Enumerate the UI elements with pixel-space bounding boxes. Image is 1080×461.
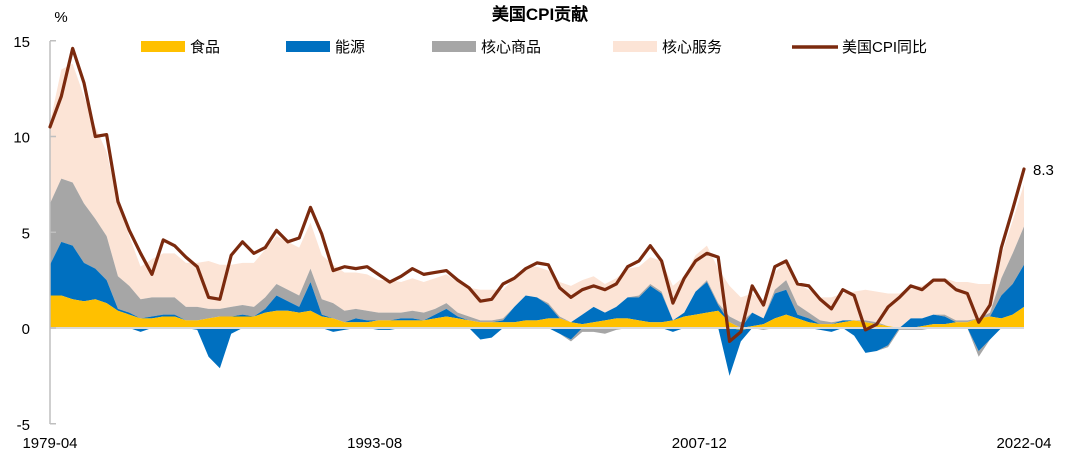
- cpi-yoy-line: [48, 46, 1026, 344]
- area-core-services-positive: [50, 63, 1024, 328]
- legend-label-energy: 能源: [335, 39, 365, 56]
- legend-swatch-energy: [286, 41, 330, 52]
- stacked-area-positive: [50, 63, 1024, 328]
- area-core-goods-positive: [50, 178, 1024, 328]
- latest-value-annotation: 8.3: [1033, 162, 1054, 179]
- legend-label-core-goods: 核心商品: [481, 39, 541, 56]
- y-tick-label: 0: [22, 321, 30, 338]
- y-tick-label: 15: [13, 34, 30, 51]
- y-axis-ticks: -5 0 5 10 15: [13, 34, 56, 434]
- legend-label-food: 食品: [190, 39, 220, 56]
- area-energy-negative: [50, 328, 1024, 376]
- chart-title: 美国CPI贡献: [492, 4, 588, 24]
- legend-label-cpi-yoy: 美国CPI同比: [842, 39, 927, 56]
- legend-label-core-services: 核心服务: [662, 39, 722, 56]
- cpi-yoy-path: [48, 46, 1026, 344]
- x-axis-ticks: 1979-04 1993-08 2007-12 2022-04: [22, 435, 1051, 452]
- legend: 食品 能源 核心商品 核心服务 美国CPI同比: [141, 39, 927, 56]
- x-tick-label: 2007-12: [672, 435, 727, 452]
- x-tick-label: 2022-04: [996, 435, 1051, 452]
- y-axis-unit-label: %: [54, 9, 67, 26]
- legend-item-core-goods: 核心商品: [432, 39, 541, 56]
- legend-item-core-services: 核心服务: [613, 39, 722, 56]
- legend-swatch-core-services: [613, 41, 657, 52]
- area-food-positive: [50, 295, 1024, 328]
- y-tick-label: 10: [13, 130, 30, 147]
- y-tick-label: -5: [17, 417, 30, 434]
- x-tick-label: 1979-04: [22, 435, 77, 452]
- legend-item-food: 食品: [141, 39, 220, 56]
- legend-item-energy: 能源: [286, 39, 365, 56]
- y-tick-label: 5: [22, 225, 30, 242]
- stacked-area-negative: [50, 328, 1024, 376]
- area-energy-positive: [50, 241, 1024, 328]
- legend-swatch-core-goods: [432, 41, 476, 52]
- legend-swatch-food: [141, 41, 185, 52]
- legend-item-cpi-yoy: 美国CPI同比: [792, 39, 927, 56]
- x-tick-label: 1993-08: [347, 435, 402, 452]
